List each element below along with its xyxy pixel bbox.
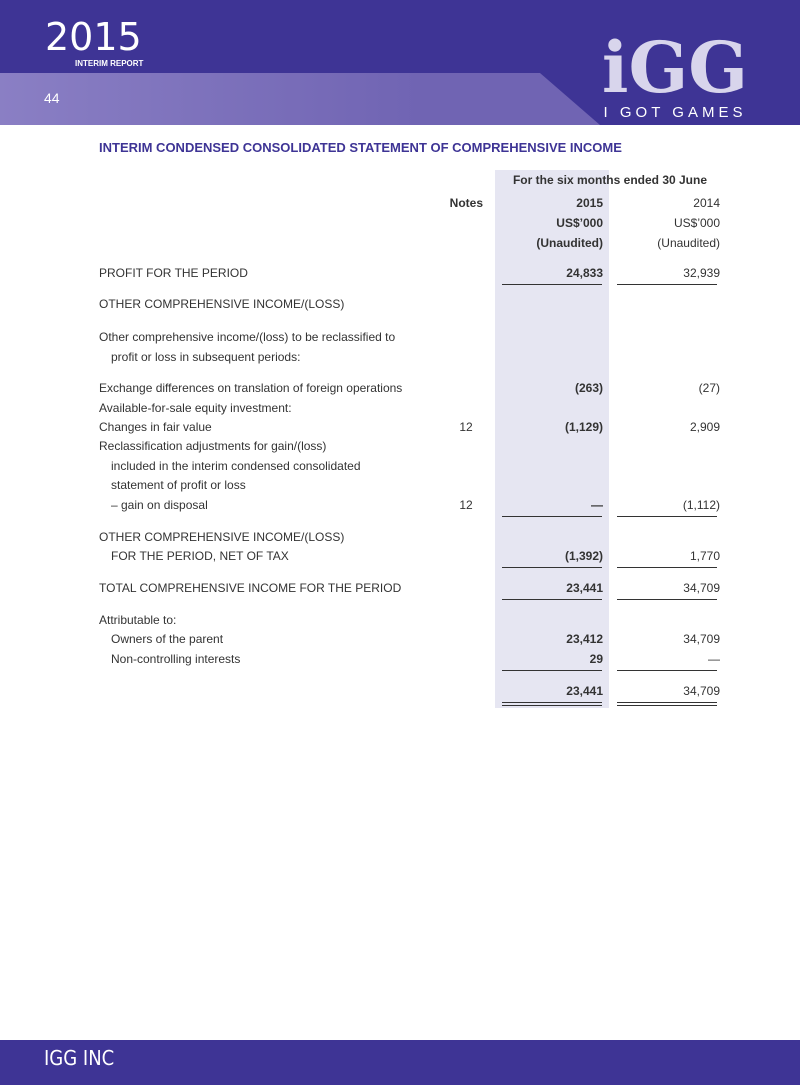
amount: 1,770 — [689, 549, 720, 563]
row-label: included in the interim condensed consol… — [111, 459, 361, 473]
row-label: Changes in fair value — [99, 420, 212, 434]
column-status: (Unaudited) — [536, 236, 603, 250]
row-label: PROFIT FOR THE PERIOD — [99, 266, 248, 280]
note-ref: 12 — [459, 498, 473, 512]
amount: (1,129) — [564, 420, 603, 434]
amount: 32,939 — [683, 266, 720, 280]
underline — [617, 670, 717, 671]
tagline: I GOT GAMES — [604, 104, 747, 121]
row-label: Reclassification adjustments for gain/(l… — [99, 439, 327, 453]
header-banner: 2015 INTERIM REPORT 44 iGG I GOT GAMES — [0, 0, 800, 125]
amount: — — [591, 498, 603, 512]
period-header: For the six months ended 30 June — [512, 173, 708, 187]
amount: 23,441 — [566, 684, 603, 698]
year: 2015 — [45, 15, 142, 59]
column-year: 2015 — [576, 196, 603, 210]
page-number: 44 — [44, 90, 60, 106]
title: INTERIM CONDENSED CONSOLIDATED STATEMENT… — [99, 140, 622, 155]
underline — [617, 567, 717, 568]
amount: (27) — [698, 381, 720, 395]
row-label: Attributable to: — [99, 613, 177, 627]
row-label: Other comprehensive income/(loss) to be … — [99, 330, 396, 344]
amount: 23,441 — [566, 581, 603, 595]
amount: 34,709 — [683, 581, 720, 595]
column-year: 2014 — [693, 196, 720, 210]
row-label: Exchange differences on translation of f… — [99, 381, 403, 395]
amount: (1,392) — [564, 549, 603, 563]
row-label: Non-controlling interests — [111, 652, 241, 666]
amount: 24,833 — [566, 266, 603, 280]
amount: (1,112) — [682, 498, 720, 512]
underline — [617, 599, 717, 600]
underline — [502, 702, 602, 703]
note-ref: 12 — [459, 420, 473, 434]
report-label: INTERIM REPORT — [75, 59, 144, 68]
amount: 29 — [589, 652, 603, 666]
underline — [502, 516, 602, 517]
row-label: – gain on disposal — [111, 498, 208, 512]
footer-text: IGG INC — [44, 1046, 115, 1070]
underline — [502, 670, 602, 671]
row-label: OTHER COMPREHENSIVE INCOME/(LOSS) — [99, 297, 345, 311]
amount: 23,412 — [566, 632, 603, 646]
underline — [617, 516, 717, 517]
underline — [502, 284, 602, 285]
row-label: Owners of the parent — [111, 632, 224, 646]
amount: 34,709 — [683, 632, 720, 646]
underline — [502, 567, 602, 568]
amount: — — [708, 652, 720, 666]
row-label: TOTAL COMPREHENSIVE INCOME FOR THE PERIO… — [99, 581, 402, 595]
column-status: (Unaudited) — [657, 236, 720, 250]
row-label: FOR THE PERIOD, NET OF TAX — [111, 549, 289, 563]
column-unit: US$’000 — [673, 216, 720, 230]
underline — [502, 599, 602, 600]
underline — [617, 705, 717, 706]
amount: (263) — [574, 381, 603, 395]
column-unit: US$’000 — [556, 216, 603, 230]
amount: 2,909 — [689, 420, 720, 434]
row-label: Available-for-sale equity investment: — [99, 401, 292, 415]
logo: iGG — [602, 26, 748, 109]
row-label: profit or loss in subsequent periods: — [111, 350, 301, 364]
underline — [617, 702, 717, 703]
amount: 34,709 — [683, 684, 720, 698]
footer-band: IGG INC — [0, 1040, 800, 1085]
underline — [617, 284, 717, 285]
column-shade — [495, 170, 609, 708]
underline — [502, 705, 602, 706]
row-label: statement of profit or loss — [111, 478, 246, 492]
notes-header: Notes — [449, 196, 483, 210]
row-label: OTHER COMPREHENSIVE INCOME/(LOSS) — [99, 530, 345, 544]
